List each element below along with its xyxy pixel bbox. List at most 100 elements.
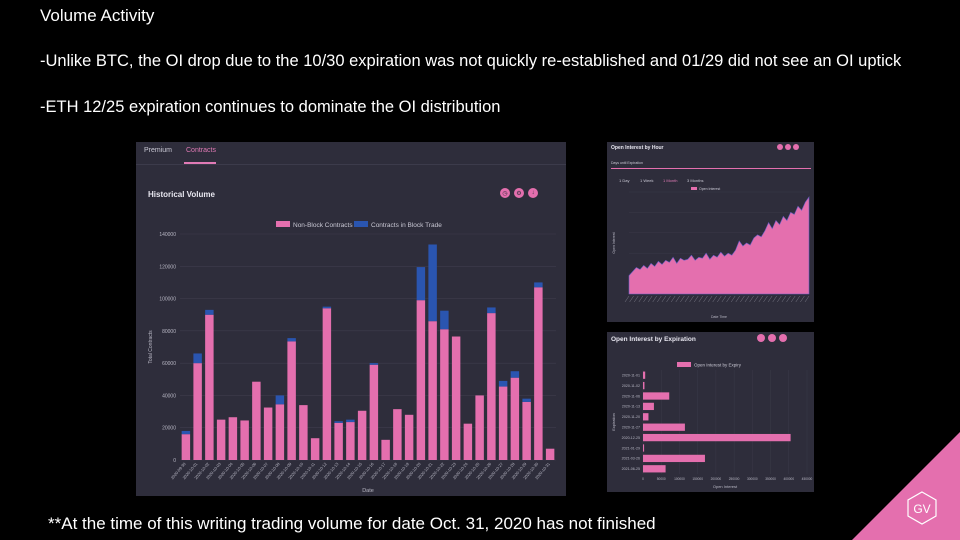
clock-icon[interactable] bbox=[757, 334, 765, 342]
bar-block-trade bbox=[440, 310, 449, 330]
x-tick-label: 450000 bbox=[802, 477, 813, 481]
x-axis-label: Date bbox=[362, 488, 374, 494]
x-tick-mark bbox=[689, 295, 694, 303]
x-tick-mark bbox=[624, 295, 630, 303]
bar-non-block bbox=[240, 420, 249, 460]
y-tick-label: 2020-11-06 bbox=[622, 394, 640, 398]
settings-icon[interactable]: ⚙ bbox=[514, 188, 524, 198]
expiry-bar bbox=[643, 371, 646, 379]
y-tick-label: 0 bbox=[173, 458, 176, 464]
bar-block-trade bbox=[534, 282, 543, 288]
bar-non-block bbox=[498, 386, 508, 460]
oi-exp-title: Open Interest by Expiration bbox=[611, 336, 696, 343]
bar-non-block bbox=[216, 419, 226, 460]
bar-non-block bbox=[275, 404, 285, 460]
download-icon[interactable] bbox=[779, 334, 787, 342]
x-tick-label: 200000 bbox=[711, 477, 722, 481]
bar-non-block bbox=[416, 300, 426, 460]
bar-non-block bbox=[451, 336, 461, 460]
tab-premium[interactable]: Premium bbox=[144, 147, 173, 154]
x-tick-mark bbox=[767, 295, 773, 303]
bar-non-block bbox=[475, 395, 484, 460]
x-tick-label: 50000 bbox=[657, 477, 666, 481]
expiry-bar bbox=[643, 402, 654, 411]
expiry-bar bbox=[643, 433, 791, 442]
bar-non-block bbox=[369, 364, 379, 460]
expiry-bar bbox=[643, 454, 705, 463]
x-tick-mark bbox=[726, 295, 731, 303]
settings-icon[interactable] bbox=[768, 334, 776, 342]
x-tick-mark bbox=[698, 295, 704, 303]
bar-block-trade bbox=[334, 421, 343, 423]
legend-label-oi: Open Interest bbox=[699, 187, 720, 191]
x-axis-label: Date Time bbox=[711, 315, 727, 319]
x-tick-mark bbox=[707, 295, 713, 303]
range-1-month[interactable]: 1 Month bbox=[663, 178, 678, 183]
y-tick-label: 100000 bbox=[159, 297, 176, 303]
x-tick-mark bbox=[804, 295, 810, 303]
legend-label-non-block: Non-Block Contracts bbox=[293, 222, 353, 229]
x-tick-mark bbox=[777, 295, 782, 303]
range-3-months[interactable]: 3 Months bbox=[687, 178, 704, 183]
legend-label-expiry: Open Interest by Expiry bbox=[694, 363, 742, 368]
download-icon[interactable]: ↓ bbox=[528, 188, 538, 198]
bar-non-block bbox=[393, 409, 402, 460]
y-tick-label: 2021-03-26 bbox=[622, 457, 640, 461]
legend-label-block: Contracts in Block Trade bbox=[371, 222, 442, 229]
y-axis-label: Expiration bbox=[611, 413, 616, 431]
x-tick-mark bbox=[629, 295, 634, 303]
y-axis-label: Total Contracts bbox=[148, 330, 154, 364]
x-tick-mark bbox=[680, 295, 685, 303]
x-tick-mark bbox=[638, 295, 644, 303]
x-tick-mark bbox=[740, 295, 745, 303]
expiry-bar bbox=[643, 444, 645, 452]
subtitle-underline bbox=[611, 168, 811, 169]
bar-block-trade bbox=[522, 398, 531, 402]
bar-non-block bbox=[545, 448, 555, 460]
bar-block-trade bbox=[416, 267, 426, 301]
tab-contracts[interactable]: Contracts bbox=[186, 147, 216, 154]
y-tick-label: 2020-11-20 bbox=[622, 415, 640, 419]
x-tick-mark bbox=[647, 295, 653, 303]
y-tick-label: 140000 bbox=[159, 232, 176, 238]
y-tick-label: 2020-11-02 bbox=[622, 384, 640, 388]
x-tick-mark bbox=[684, 295, 690, 303]
x-tick-mark bbox=[661, 295, 667, 303]
bar-non-block bbox=[534, 287, 543, 460]
y-tick-label: 120000 bbox=[159, 264, 176, 270]
bar-block-trade bbox=[369, 363, 379, 365]
bullet-eth-expiration: -ETH 12/25 expiration continues to domin… bbox=[40, 98, 501, 116]
range-1-day[interactable]: 1 Day bbox=[619, 178, 630, 183]
download-icon[interactable] bbox=[793, 144, 799, 150]
bar-block-trade bbox=[205, 309, 214, 315]
x-tick-mark bbox=[772, 295, 777, 303]
expiry-bar bbox=[643, 392, 670, 400]
oi-area bbox=[628, 196, 810, 295]
tab-bar: Premium Contracts bbox=[136, 142, 566, 165]
settings-icon[interactable] bbox=[785, 144, 791, 150]
bar-non-block bbox=[322, 308, 332, 460]
oi-hour-title: Open Interest by Hour bbox=[611, 145, 664, 151]
y-tick-label: 80000 bbox=[162, 329, 176, 335]
x-tick-mark bbox=[634, 295, 639, 303]
x-tick-mark bbox=[721, 295, 727, 303]
clock-icon[interactable] bbox=[777, 144, 783, 150]
x-tick-mark bbox=[666, 295, 671, 303]
bar-non-block bbox=[346, 422, 355, 460]
x-tick-mark bbox=[730, 295, 736, 303]
y-tick-label: 40000 bbox=[162, 393, 176, 399]
x-tick-mark bbox=[781, 295, 787, 303]
x-tick-label: 250000 bbox=[729, 477, 740, 481]
legend-swatch-expiry bbox=[677, 362, 691, 367]
x-tick-mark bbox=[712, 295, 717, 303]
bar-block-trade bbox=[346, 419, 355, 423]
bar-block-trade bbox=[287, 338, 296, 342]
bar-non-block bbox=[522, 401, 531, 460]
bar-block-trade bbox=[322, 306, 332, 309]
x-tick-label: 400000 bbox=[783, 477, 794, 481]
range-1-week[interactable]: 1 Week bbox=[640, 178, 654, 183]
y-tick-label: 60000 bbox=[162, 361, 176, 367]
expiry-bar bbox=[643, 423, 685, 431]
clock-icon[interactable]: ◷ bbox=[500, 188, 510, 198]
bar-non-block bbox=[428, 321, 437, 460]
